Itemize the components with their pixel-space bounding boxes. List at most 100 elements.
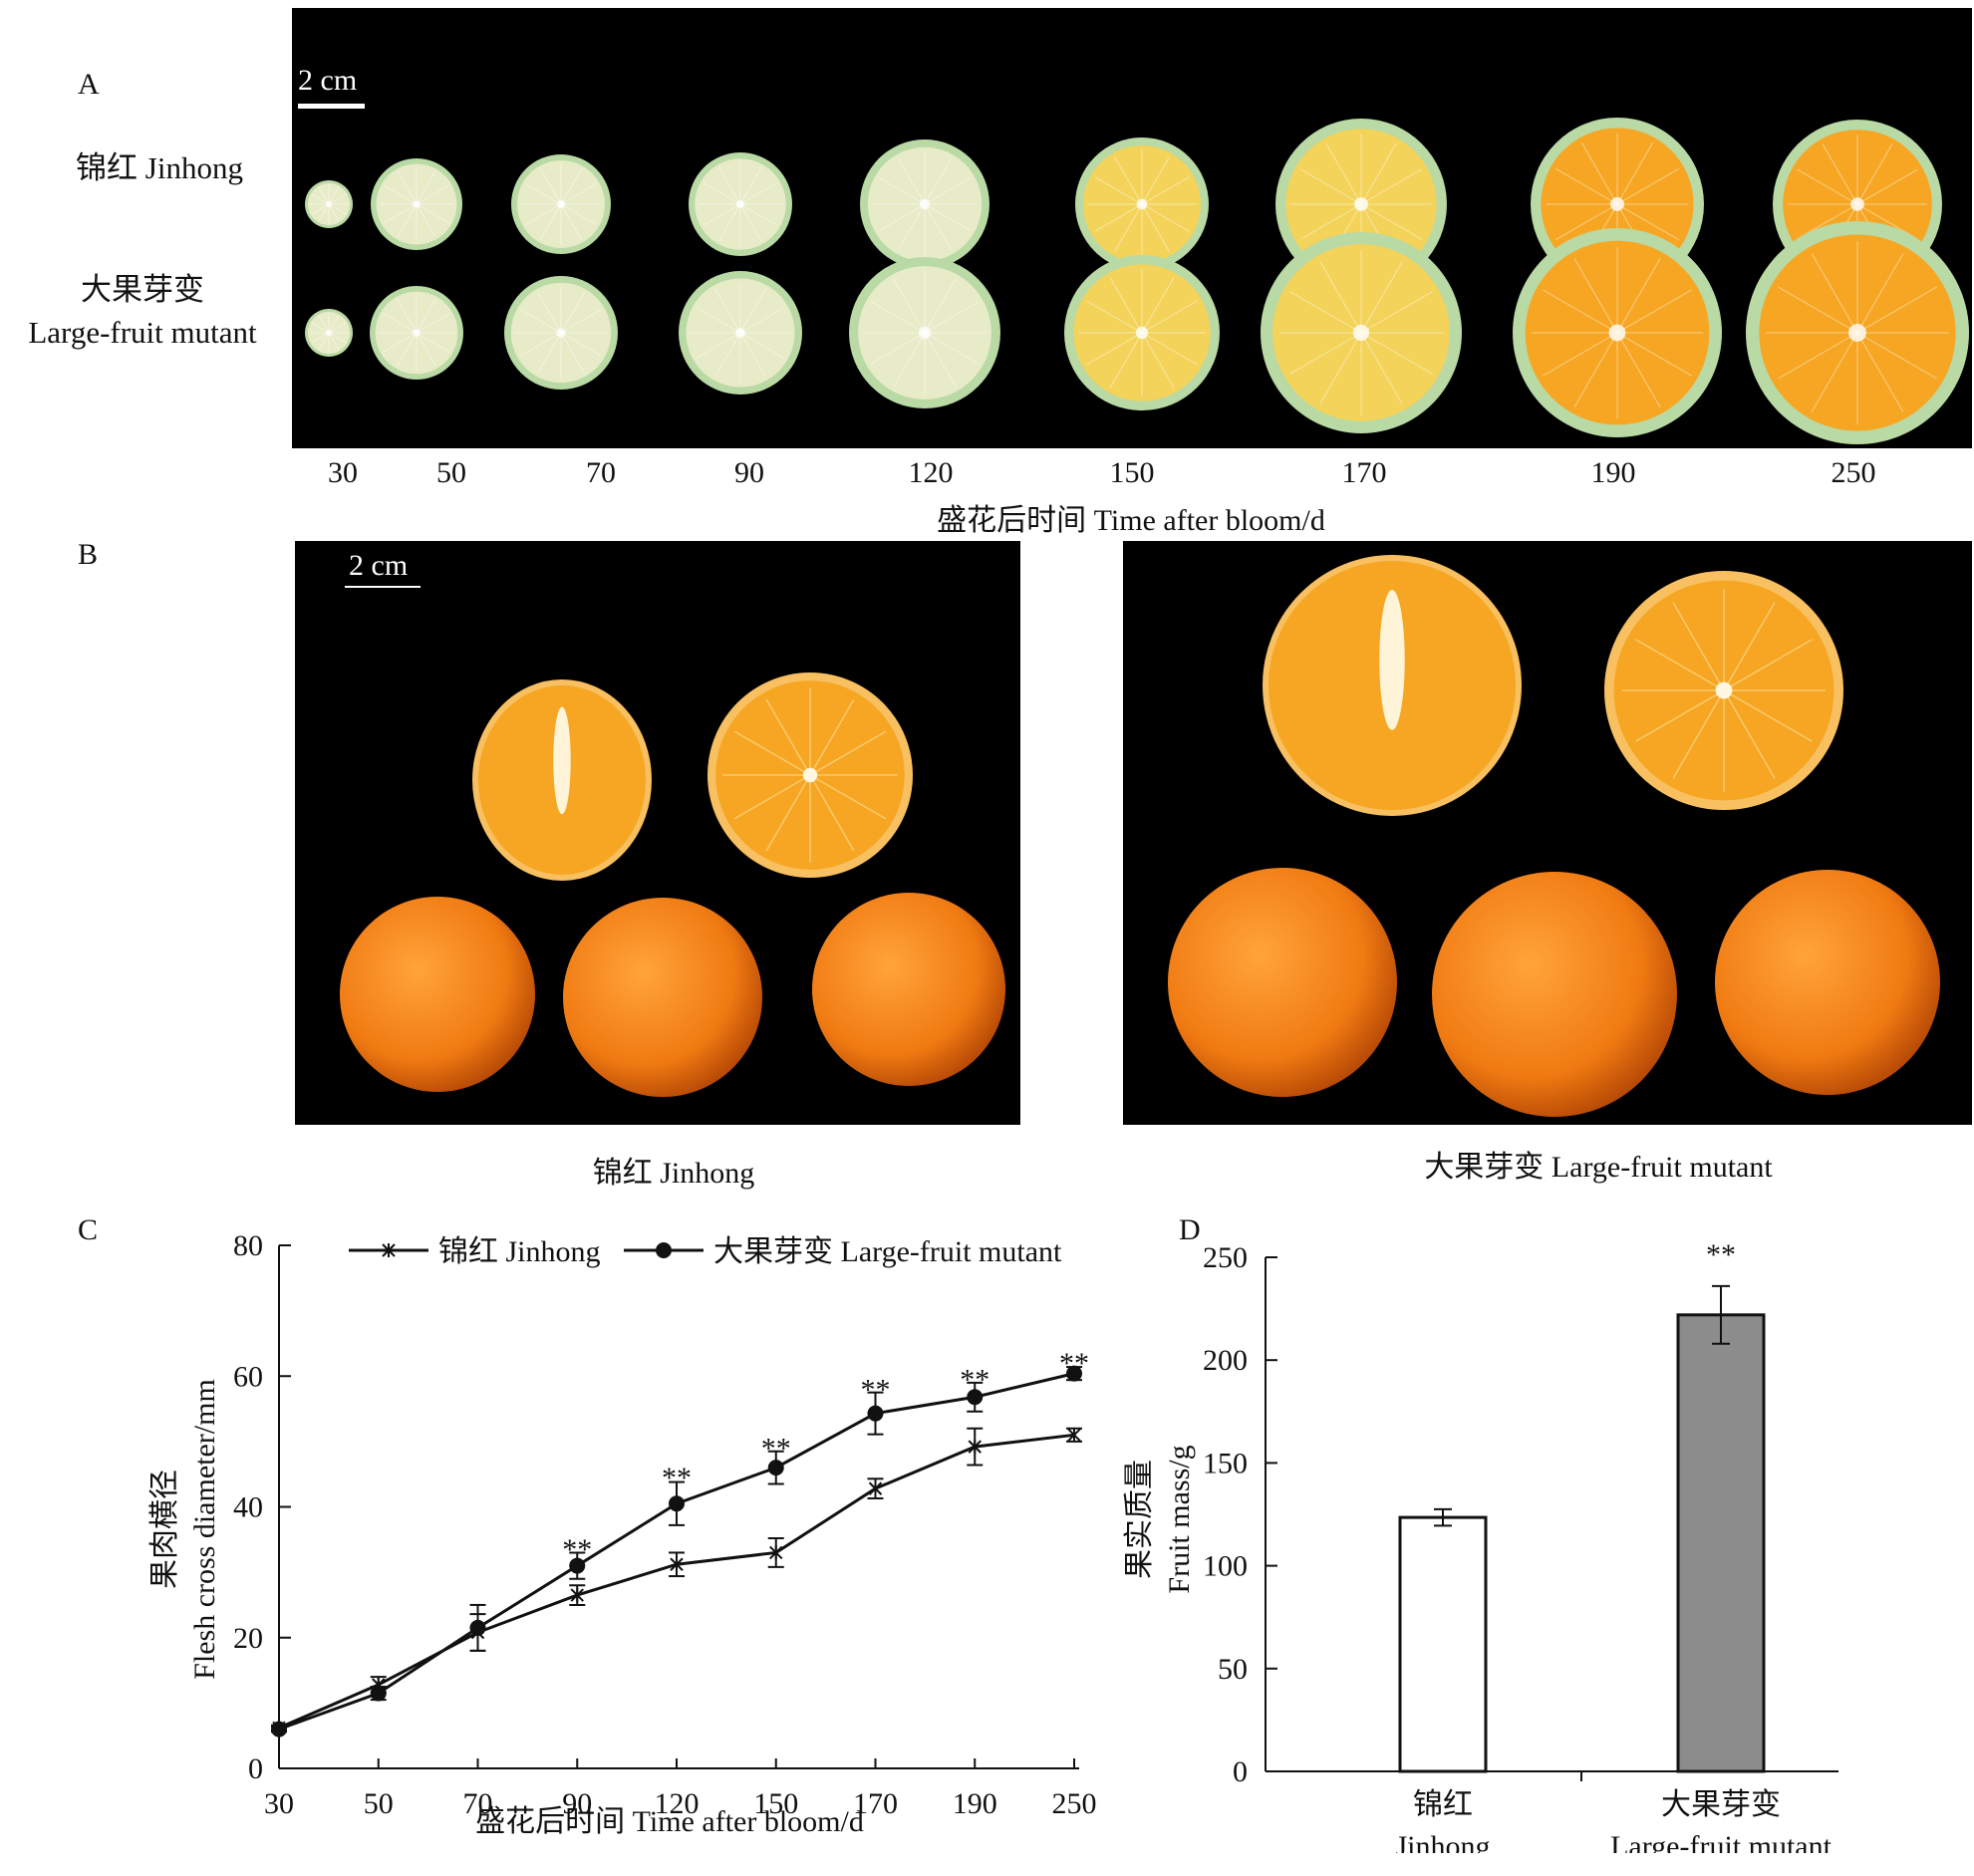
- segment-line: [560, 292, 585, 334]
- jinhong-fruits: [340, 672, 1005, 1097]
- y-tick-label: 0: [248, 1752, 263, 1785]
- x-category-label-cn: 大果芽变: [1661, 1788, 1781, 1821]
- scale-label-a: 2 cm: [298, 64, 358, 97]
- mutant-fruits: [1168, 555, 1940, 1117]
- segment-line: [537, 332, 562, 374]
- segment-line: [1616, 167, 1680, 205]
- x-category-label-en: Large-fruit mutant: [1610, 1830, 1833, 1853]
- segment-line: [1580, 141, 1618, 205]
- day-label: 120: [908, 456, 954, 489]
- segment-line: [318, 315, 330, 334]
- segment-line: [384, 203, 418, 224]
- segment-line: [1797, 168, 1858, 205]
- y-axis-title-cn: 果实质量: [1123, 1460, 1156, 1579]
- segment-line: [893, 278, 926, 334]
- segment-line: [1856, 168, 1918, 205]
- mutant-section: [1746, 221, 1969, 444]
- mutant-section: [1513, 228, 1722, 437]
- core: [1848, 324, 1866, 342]
- y-tick-label: 100: [1203, 1550, 1248, 1583]
- segment-line: [1289, 291, 1362, 334]
- segment-line: [540, 168, 562, 205]
- segment-line: [397, 171, 418, 205]
- mutant-whole-fruit: [1168, 868, 1397, 1097]
- segment-line: [560, 332, 602, 357]
- data-point-mutant: [469, 1619, 486, 1636]
- segment-line: [870, 301, 926, 334]
- segment-line: [1094, 176, 1143, 205]
- core: [919, 198, 931, 210]
- segment-line: [560, 309, 602, 334]
- legend: 锦红 Jinhong 大果芽变 Large-fruit mutant: [349, 1235, 1062, 1268]
- segment-line: [318, 203, 330, 222]
- bar-mutant: [1676, 1313, 1766, 1773]
- jinhong-whole-fruit: [563, 898, 762, 1097]
- segment-line: [1672, 689, 1725, 779]
- segment-line: [924, 301, 980, 334]
- significance-marker: **: [1059, 1347, 1089, 1380]
- segment-line: [1635, 639, 1725, 691]
- x-tick-label: 170: [853, 1787, 898, 1820]
- core: [1608, 324, 1626, 342]
- segment-line: [1360, 261, 1403, 334]
- data-point-jinhong: [570, 1588, 584, 1603]
- segment-line: [1109, 277, 1143, 334]
- data-point-mutant: [370, 1685, 387, 1702]
- segment-line: [1616, 332, 1661, 407]
- core-pith: [1379, 590, 1405, 730]
- significance-marker: **: [1706, 1238, 1736, 1271]
- segment-line: [739, 307, 785, 334]
- fruit-cross-sections: [305, 118, 1969, 444]
- scale-label-b: 2 cm: [349, 549, 409, 582]
- segment-line: [1360, 291, 1433, 334]
- scale-bar-b: [345, 586, 421, 588]
- segment-line: [1141, 300, 1198, 334]
- segment-line: [1141, 156, 1170, 205]
- segment-line: [1360, 203, 1423, 240]
- segment-line: [703, 182, 741, 205]
- segment-line: [924, 157, 953, 205]
- panel-a-label: A: [78, 68, 100, 101]
- segment-line: [897, 157, 926, 205]
- panel-b-label: B: [78, 538, 99, 571]
- segment-line: [1554, 167, 1618, 205]
- segment-line: [703, 203, 741, 226]
- data-point-mutant: [1066, 1365, 1082, 1382]
- jinhong-section: [689, 152, 792, 256]
- data-point-mutant: [767, 1460, 784, 1476]
- segment-line: [696, 307, 741, 334]
- jinhong-half-fruit: [472, 679, 652, 881]
- segment-line: [1543, 289, 1618, 334]
- y-tick-label: 40: [233, 1491, 263, 1524]
- y-tick-label: 0: [1233, 1755, 1248, 1788]
- segment-line: [739, 288, 766, 334]
- mutant-half-fruit: [1263, 555, 1522, 816]
- x-tick-label: 90: [562, 1787, 592, 1820]
- panel-a-photo: 2 cm: [292, 8, 1972, 448]
- segment-line: [1723, 689, 1813, 742]
- data-point-jinhong: [1067, 1428, 1081, 1443]
- flesh-diameter-line-chart: 锦红 Jinhong 大果芽变 Large-fruit mutant 果肉横径 …: [148, 1229, 1097, 1838]
- segment-line: [1856, 332, 1937, 380]
- segment-line: [1543, 332, 1618, 377]
- core: [918, 326, 932, 340]
- y-tick-label: 60: [233, 1360, 263, 1393]
- segment-line: [714, 332, 741, 378]
- jinhong-whole-fruit: [812, 893, 1005, 1086]
- row1-label: 锦红 Jinhong: [76, 150, 243, 185]
- x-axis-title: 盛花后时间 Time after bloom/d: [475, 1805, 864, 1838]
- scale-bar-a: [298, 104, 365, 109]
- panel-b-photo-mutant: [1123, 541, 1972, 1125]
- segment-line: [311, 322, 330, 334]
- jinhong-section: [511, 154, 611, 254]
- segment-line: [696, 332, 741, 359]
- segment-line: [328, 315, 340, 334]
- segment-line: [1360, 168, 1423, 205]
- core: [1610, 197, 1624, 211]
- segment-line: [1141, 332, 1198, 366]
- segment-line: [416, 171, 436, 205]
- segment-line: [1141, 203, 1170, 252]
- segment-line: [537, 292, 562, 334]
- x-tick-label: 70: [463, 1787, 493, 1820]
- y-axis-title-en: Fruit mass/g: [1163, 1445, 1196, 1593]
